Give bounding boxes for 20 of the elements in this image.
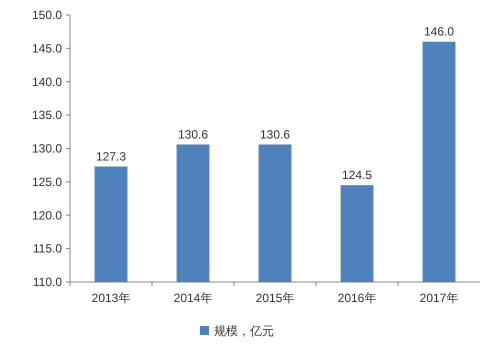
data-label: 130.6	[260, 127, 290, 142]
data-label: 124.5	[342, 168, 372, 182]
y-tick-label: 130.0	[32, 142, 62, 156]
data-label: 127.3	[96, 150, 126, 164]
data-label: 130.6	[178, 127, 208, 142]
y-tick-label: 120.0	[32, 208, 62, 222]
x-tick-label: 2013年	[92, 291, 130, 305]
y-tick-label: 110.0	[32, 275, 62, 289]
x-tick-label: 2016年	[338, 291, 376, 305]
y-tick-label: 145.0	[32, 41, 62, 56]
legend-label: 规模，亿元	[214, 324, 274, 338]
y-tick-label: 125.0	[32, 174, 62, 189]
x-tick-label: 2015年	[256, 291, 294, 305]
y-tick-label: 115.0	[32, 242, 62, 256]
data-label: 146.0	[424, 24, 454, 39]
x-tick-label: 2017年	[420, 291, 458, 305]
y-tick-label: 150.0	[32, 8, 62, 22]
y-tick-label: 140.0	[32, 74, 62, 89]
y-tick-label: 135.0	[32, 108, 62, 122]
x-tick-label: 2014年	[174, 291, 212, 305]
